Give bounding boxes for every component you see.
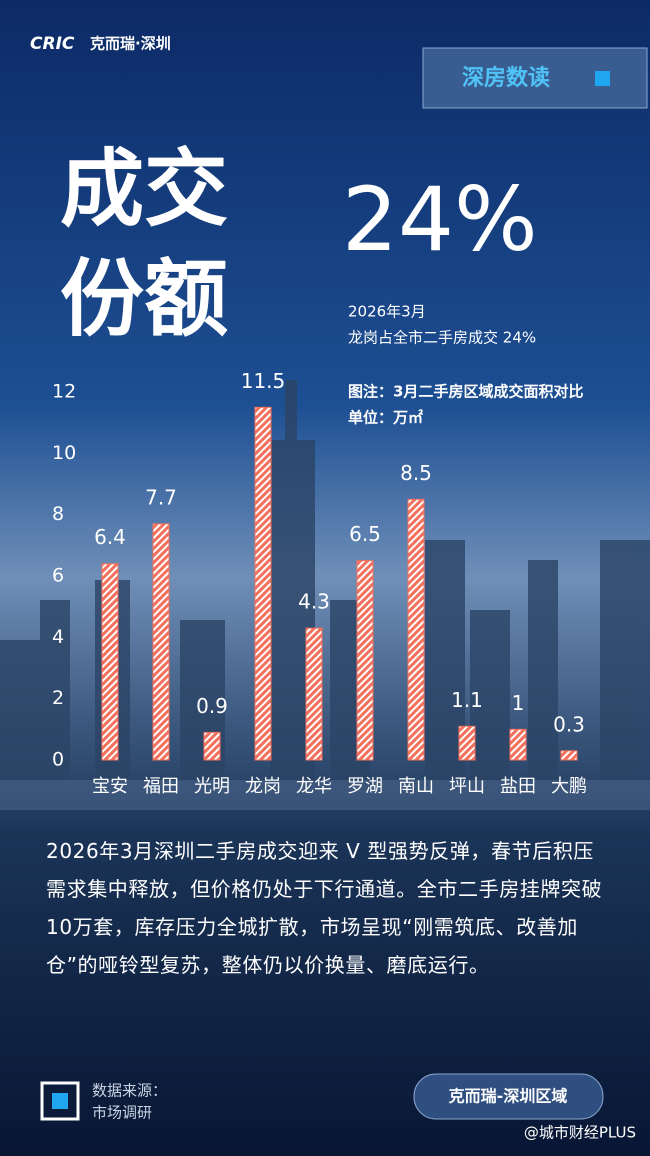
source-icon — [52, 1093, 68, 1109]
chart-unit: 单位：万㎡ — [348, 409, 423, 427]
tag: 深房数读 — [462, 65, 550, 91]
logo: CRIC — [30, 34, 75, 54]
headline: 成交 — [60, 140, 228, 238]
value-label: 7.7 — [145, 485, 177, 509]
bar — [101, 563, 119, 761]
bar — [203, 731, 221, 761]
bar — [407, 498, 425, 761]
value-label: 8.5 — [400, 461, 432, 485]
y-tick-label: 12 — [52, 381, 76, 403]
waterfront — [0, 780, 650, 810]
bar — [560, 750, 578, 761]
x-tick-label: 福田 — [143, 776, 179, 797]
x-tick-label: 大鹏 — [551, 776, 587, 797]
body-text: 2026年3月深圳二手房成交迎来 V 型强势反弹，春节后积压需求集中释放，但价格… — [46, 839, 603, 977]
chart-note: 图注：3月二手房区域成交面积对比 — [348, 383, 583, 401]
x-tick-label: 龙岗 — [245, 776, 281, 797]
y-tick-label: 8 — [52, 503, 64, 525]
bar — [458, 725, 476, 761]
source-icon — [40, 1081, 80, 1121]
x-tick-label: 罗湖 — [347, 776, 383, 797]
button[interactable] — [413, 1073, 604, 1120]
value-label: 1.1 — [451, 688, 483, 712]
brand-name: 克而瑞·深圳 — [90, 35, 171, 53]
value-label: 6.5 — [349, 522, 381, 546]
value-label: 6.4 — [94, 525, 126, 549]
x-tick-label: 宝安 — [92, 776, 128, 797]
value-label: 0.9 — [196, 694, 228, 718]
caption: 龙岗占全市二手房成交 24% — [348, 329, 536, 347]
bar — [305, 627, 323, 761]
bar — [152, 523, 170, 761]
x-tick-label: 龙华 — [296, 776, 332, 797]
watermark: @城市财经PLUS — [524, 1124, 636, 1142]
y-tick-label: 0 — [52, 749, 64, 771]
value-label: 11.5 — [241, 369, 286, 393]
skyline — [0, 380, 650, 790]
x-tick-label: 南山 — [398, 776, 434, 797]
source-label: 数据来源： — [92, 1082, 167, 1100]
source: 市场调研 — [92, 1104, 152, 1122]
x-tick-label: 盐田 — [500, 776, 536, 797]
tag-icon — [595, 71, 610, 86]
value-label: 1 — [512, 691, 525, 715]
y-tick-label: 2 — [52, 687, 64, 709]
value-label: 4.3 — [298, 590, 330, 614]
button-label[interactable]: 克而瑞-深圳区域 — [449, 1087, 568, 1106]
x-tick-label: 坪山 — [449, 776, 485, 797]
date: 2026年3月 — [348, 303, 426, 321]
y-tick-label: 4 — [52, 626, 64, 648]
y-tick-label: 10 — [52, 442, 76, 464]
headline: 份额 — [60, 250, 228, 348]
bar — [254, 406, 272, 761]
headline-figure: 24% — [342, 168, 538, 271]
bar — [509, 728, 527, 761]
x-tick-label: 光明 — [194, 776, 230, 797]
value-label: 0.3 — [553, 712, 585, 736]
y-tick-label: 6 — [52, 565, 64, 587]
bar — [356, 560, 374, 761]
